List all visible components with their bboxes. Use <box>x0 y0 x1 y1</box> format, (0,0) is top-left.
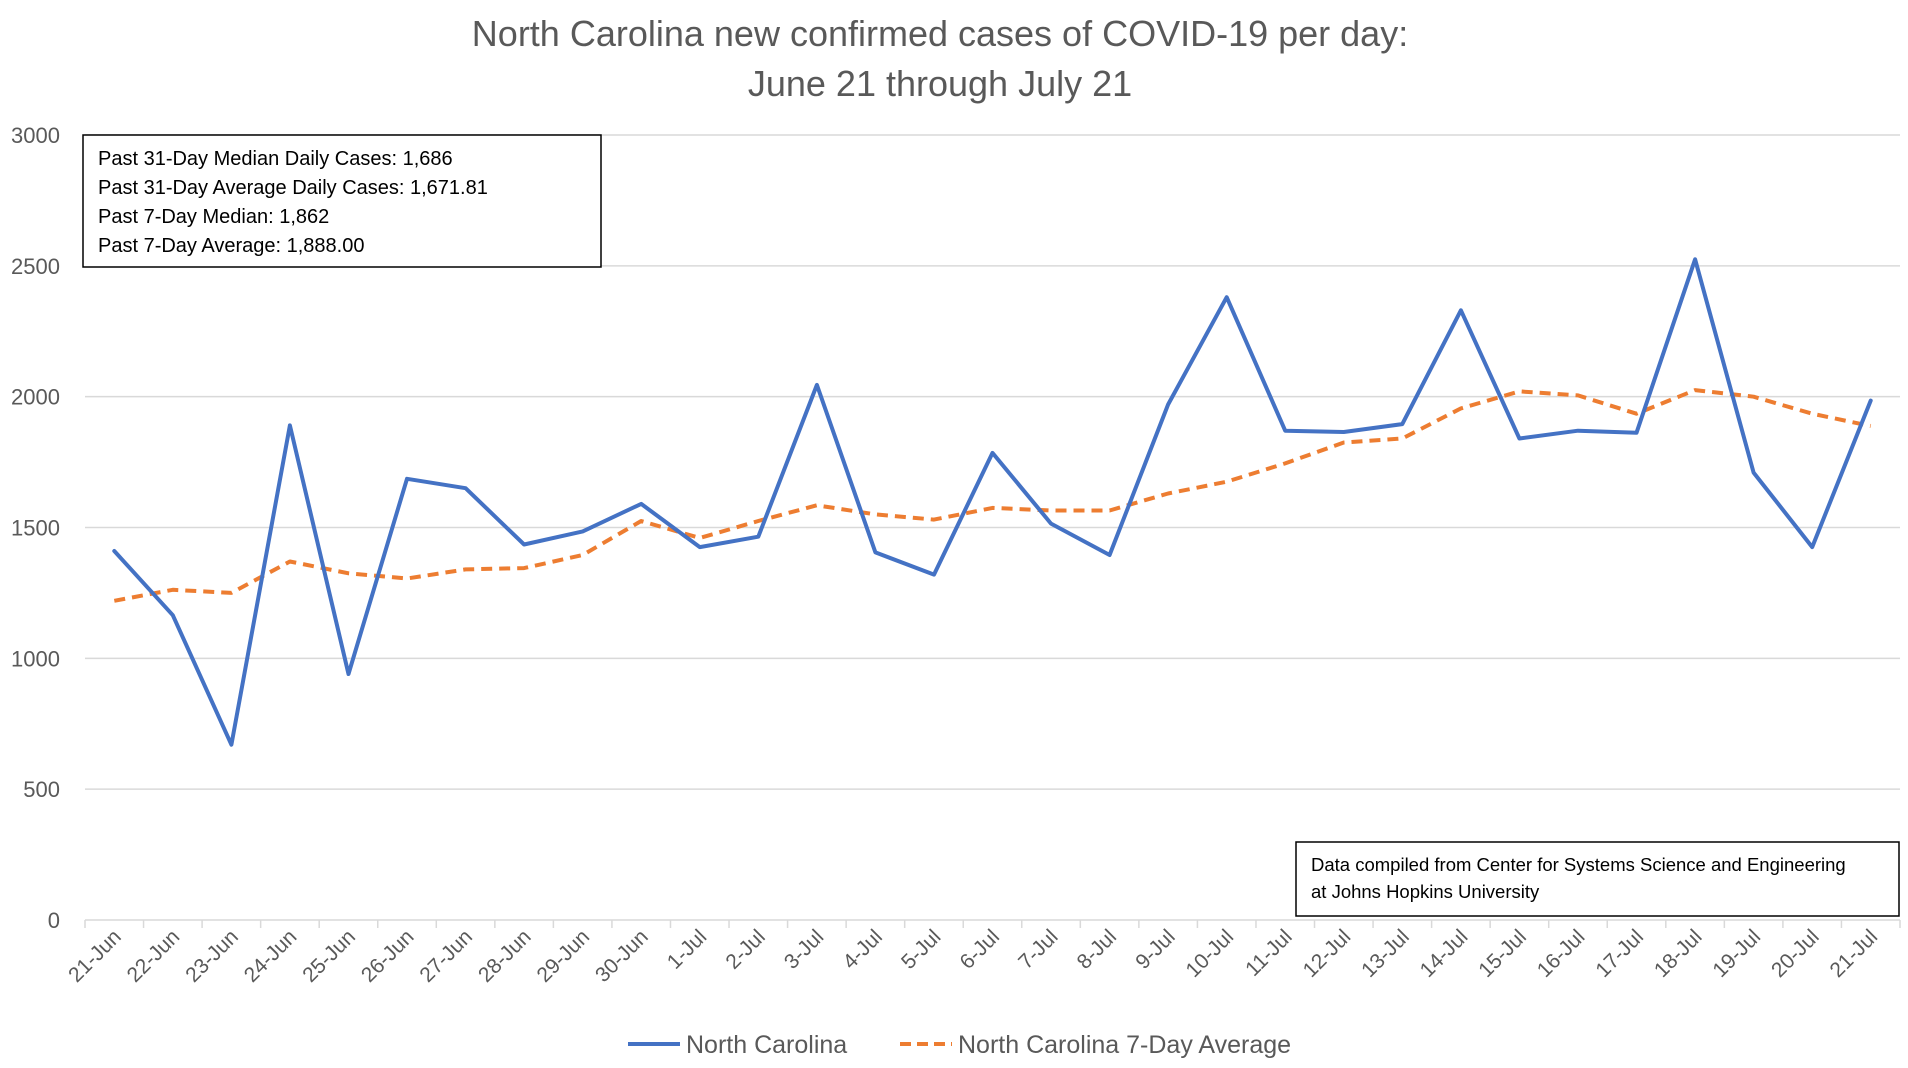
chart-title-line-1: North Carolina new confirmed cases of CO… <box>472 13 1408 54</box>
stats-box-line-3: Past 7-Day Median: 1,862 <box>98 206 329 228</box>
y-tick-label: 3000 <box>11 123 60 148</box>
y-tick-label: 0 <box>48 908 60 933</box>
x-tick-label: 5-Jul <box>897 925 945 973</box>
x-tick-label: 15-Jul <box>1474 925 1531 982</box>
x-tick-label: 3-Jul <box>780 925 828 973</box>
x-tick-label: 19-Jul <box>1708 925 1765 982</box>
legend-label-north-carolina: North Carolina <box>686 1031 847 1059</box>
x-tick-label: 9-Jul <box>1131 925 1179 973</box>
legend: North Carolina North Carolina 7-Day Aver… <box>628 1031 1291 1059</box>
x-tick-label: 2-Jul <box>721 925 769 973</box>
x-tick-label: 6-Jul <box>956 925 1004 973</box>
series-lines <box>112 257 1873 747</box>
y-tick-label: 1500 <box>11 516 60 541</box>
x-tick-label: 16-Jul <box>1533 925 1590 982</box>
x-tick-label: 10-Jul <box>1182 925 1239 982</box>
x-tick-label: 18-Jul <box>1650 925 1707 982</box>
stats-box-border <box>82 134 602 268</box>
y-tick-label: 2500 <box>11 254 60 279</box>
source-box: Data compiled from Center for Systems Sc… <box>1295 841 1900 917</box>
x-tick-label: 25-Jun <box>298 925 360 987</box>
y-tick-label: 500 <box>23 777 60 802</box>
y-tick-label: 2000 <box>11 385 60 410</box>
y-axis-tick-labels: 0 500 1000 1500 2000 2500 3000 <box>11 123 60 933</box>
x-tick-label: 11-Jul <box>1241 925 1297 981</box>
x-tick-label: 8-Jul <box>1073 925 1121 973</box>
x-tick-label: 29-Jun <box>533 925 595 987</box>
source-box-border <box>1295 841 1900 917</box>
x-tick-label: 13-Jul <box>1357 925 1414 982</box>
legend-label-7-day-average: North Carolina 7-Day Average <box>958 1031 1291 1059</box>
chart-title-line-2: June 21 through July 21 <box>748 63 1132 104</box>
x-axis <box>84 919 1901 928</box>
x-tick-label: 28-Jun <box>474 925 536 987</box>
x-axis-tick-labels: 21-Jun22-Jun23-Jun24-Jun25-Jun26-Jun27-J… <box>64 925 1882 987</box>
source-box-line-2: at Johns Hopkins University <box>1311 881 1540 902</box>
x-tick-label: 7-Jul <box>1014 925 1062 973</box>
stats-box-line-1: Past 31-Day Median Daily Cases: 1,686 <box>98 148 453 170</box>
x-tick-label: 4-Jul <box>838 925 886 973</box>
stats-box-line-4: Past 7-Day Average: 1,888.00 <box>98 235 364 257</box>
y-tick-label: 1000 <box>11 646 60 671</box>
stats-box: Past 31-Day Median Daily Cases: 1,686 Pa… <box>82 134 602 268</box>
stats-box-line-2: Past 31-Day Average Daily Cases: 1,671.8… <box>98 177 488 199</box>
x-tick-label: 14-Jul <box>1416 925 1473 982</box>
x-tick-label: 22-Jun <box>123 925 185 987</box>
x-tick-label: 21-Jul <box>1826 925 1883 982</box>
x-tick-label: 30-Jun <box>591 925 653 987</box>
x-tick-label: 21-Jun <box>64 925 126 987</box>
series-line-north-carolina <box>112 257 1873 747</box>
chart-title: North Carolina new confirmed cases of CO… <box>472 13 1408 104</box>
x-tick-label: 23-Jun <box>181 925 243 987</box>
x-tick-label: 26-Jun <box>357 925 419 987</box>
series-line-7-day-average <box>113 388 1872 603</box>
x-tick-label: 27-Jun <box>415 925 477 987</box>
source-box-line-1: Data compiled from Center for Systems Sc… <box>1311 854 1846 875</box>
x-tick-label: 24-Jun <box>240 925 302 987</box>
x-tick-label: 17-Jul <box>1591 925 1648 982</box>
x-tick-label: 1-Jul <box>663 925 711 973</box>
x-tick-label: 12-Jul <box>1299 925 1356 982</box>
x-tick-label: 20-Jul <box>1767 925 1824 982</box>
